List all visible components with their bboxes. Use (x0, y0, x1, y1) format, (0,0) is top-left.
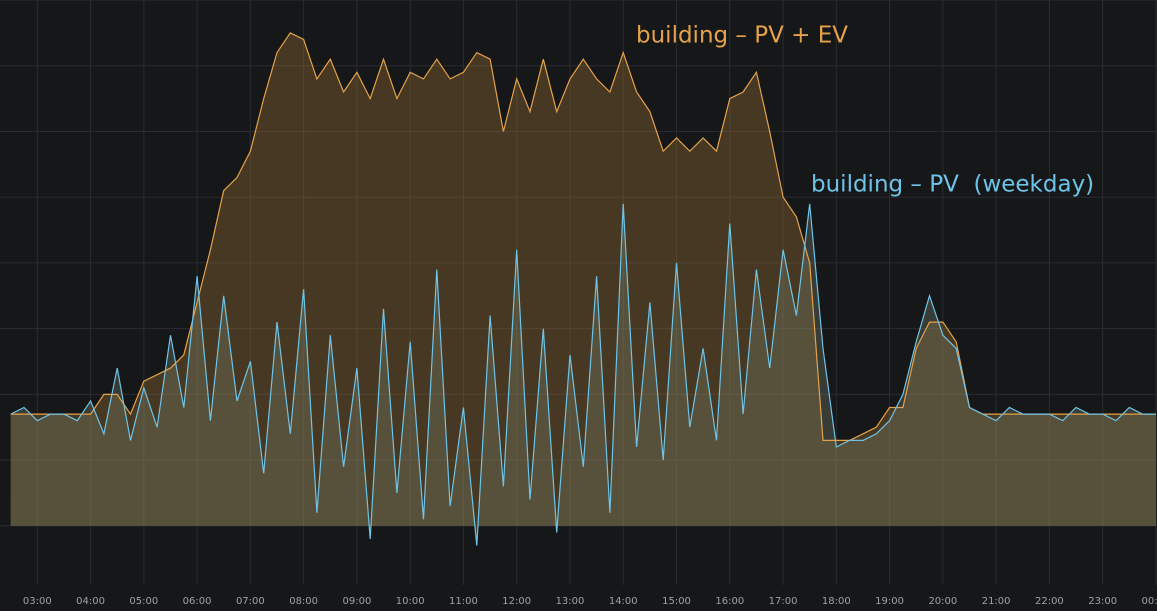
x-tick-label: 07:00 (236, 596, 265, 607)
x-tick-label: 03:00 (23, 596, 52, 607)
x-tick-label: 18:00 (822, 596, 851, 607)
x-tick-label: 15:00 (662, 596, 691, 607)
x-tick-label: 04:00 (76, 596, 105, 607)
x-tick-label: 20:00 (928, 596, 957, 607)
series-line (10, 203, 1156, 546)
x-tick-label: 08:00 (289, 596, 318, 607)
x-tick-label: 05:00 (129, 596, 158, 607)
area-fill (10, 203, 1156, 546)
x-tick-label: 10:00 (396, 596, 425, 607)
x-tick-label: 12:00 (502, 596, 531, 607)
x-tick-label: 17:00 (769, 596, 798, 607)
x-tick-label: 23:00 (1088, 596, 1117, 607)
x-tick-label: 22:00 (1035, 596, 1064, 607)
x-tick-label: 19:00 (875, 596, 904, 607)
x-tick-label: 13:00 (556, 596, 585, 607)
series-label: building – PV (weekday) (811, 172, 1094, 198)
x-tick-label: 21:00 (982, 596, 1011, 607)
series-label: building – PV + EV (636, 23, 848, 49)
x-tick-label: 14:00 (609, 596, 638, 607)
x-tick-label: 06:00 (183, 596, 212, 607)
x-tick-label: 09:00 (342, 596, 371, 607)
x-tick-label: 00:00 (1142, 596, 1157, 607)
x-tick-label: 11:00 (449, 596, 478, 607)
area-fill (10, 32, 1156, 526)
x-tick-label: 16:00 (715, 596, 744, 607)
